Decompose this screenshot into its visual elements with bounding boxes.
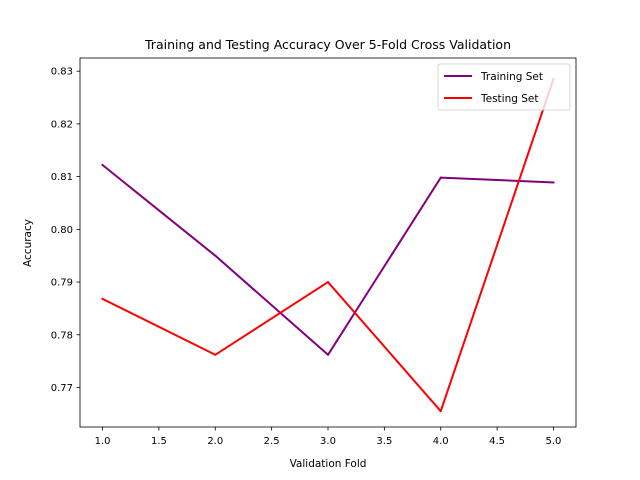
x-tick-label: 1.5 <box>151 436 167 447</box>
data-point-2-2 <box>214 353 217 356</box>
y-tick-label: 0.78 <box>51 330 73 341</box>
y-tick-label: 0.83 <box>51 67 73 78</box>
x-tick-label: 4.0 <box>433 436 449 447</box>
x-tick-label: 1.0 <box>95 436 111 447</box>
y-axis-label: Accuracy <box>22 219 34 267</box>
y-tick-label: 0.79 <box>51 278 73 289</box>
x-tick-label: 3.5 <box>376 436 392 447</box>
legend: Training Set Testing Set <box>437 63 571 111</box>
series-line-1 <box>101 163 555 356</box>
x-tick-label: 3.0 <box>320 436 336 447</box>
x-tick-label: 5.0 <box>546 436 562 447</box>
x-axis-label: Validation Fold <box>290 458 367 470</box>
x-tick-label: 4.5 <box>489 436 505 447</box>
data-point-1-4 <box>439 176 442 179</box>
data-point-1-2 <box>214 254 217 257</box>
y-tick-label: 0.82 <box>51 119 73 130</box>
data-point-1-3 <box>327 353 329 356</box>
legend-label-1: Training Set <box>480 71 543 83</box>
chart-title: Training and Testing Accuracy Over 5-Fol… <box>144 37 511 52</box>
data-point-2-4 <box>439 410 442 413</box>
data-point-2-1 <box>101 297 104 300</box>
data-point-2-3 <box>327 281 329 284</box>
y-tick-label: 0.80 <box>51 225 73 236</box>
x-tick-label: 2.5 <box>264 436 280 447</box>
x-tick-label: 2.0 <box>207 436 223 447</box>
series-line-2 <box>101 77 555 413</box>
legend-label-2: Testing Set <box>480 93 539 105</box>
data-point-1-1 <box>101 164 104 167</box>
y-tick-label: 0.77 <box>51 383 73 394</box>
axes-frame <box>79 57 577 428</box>
data-point-1-5 <box>552 181 555 184</box>
y-tick-label: 0.81 <box>51 172 73 183</box>
